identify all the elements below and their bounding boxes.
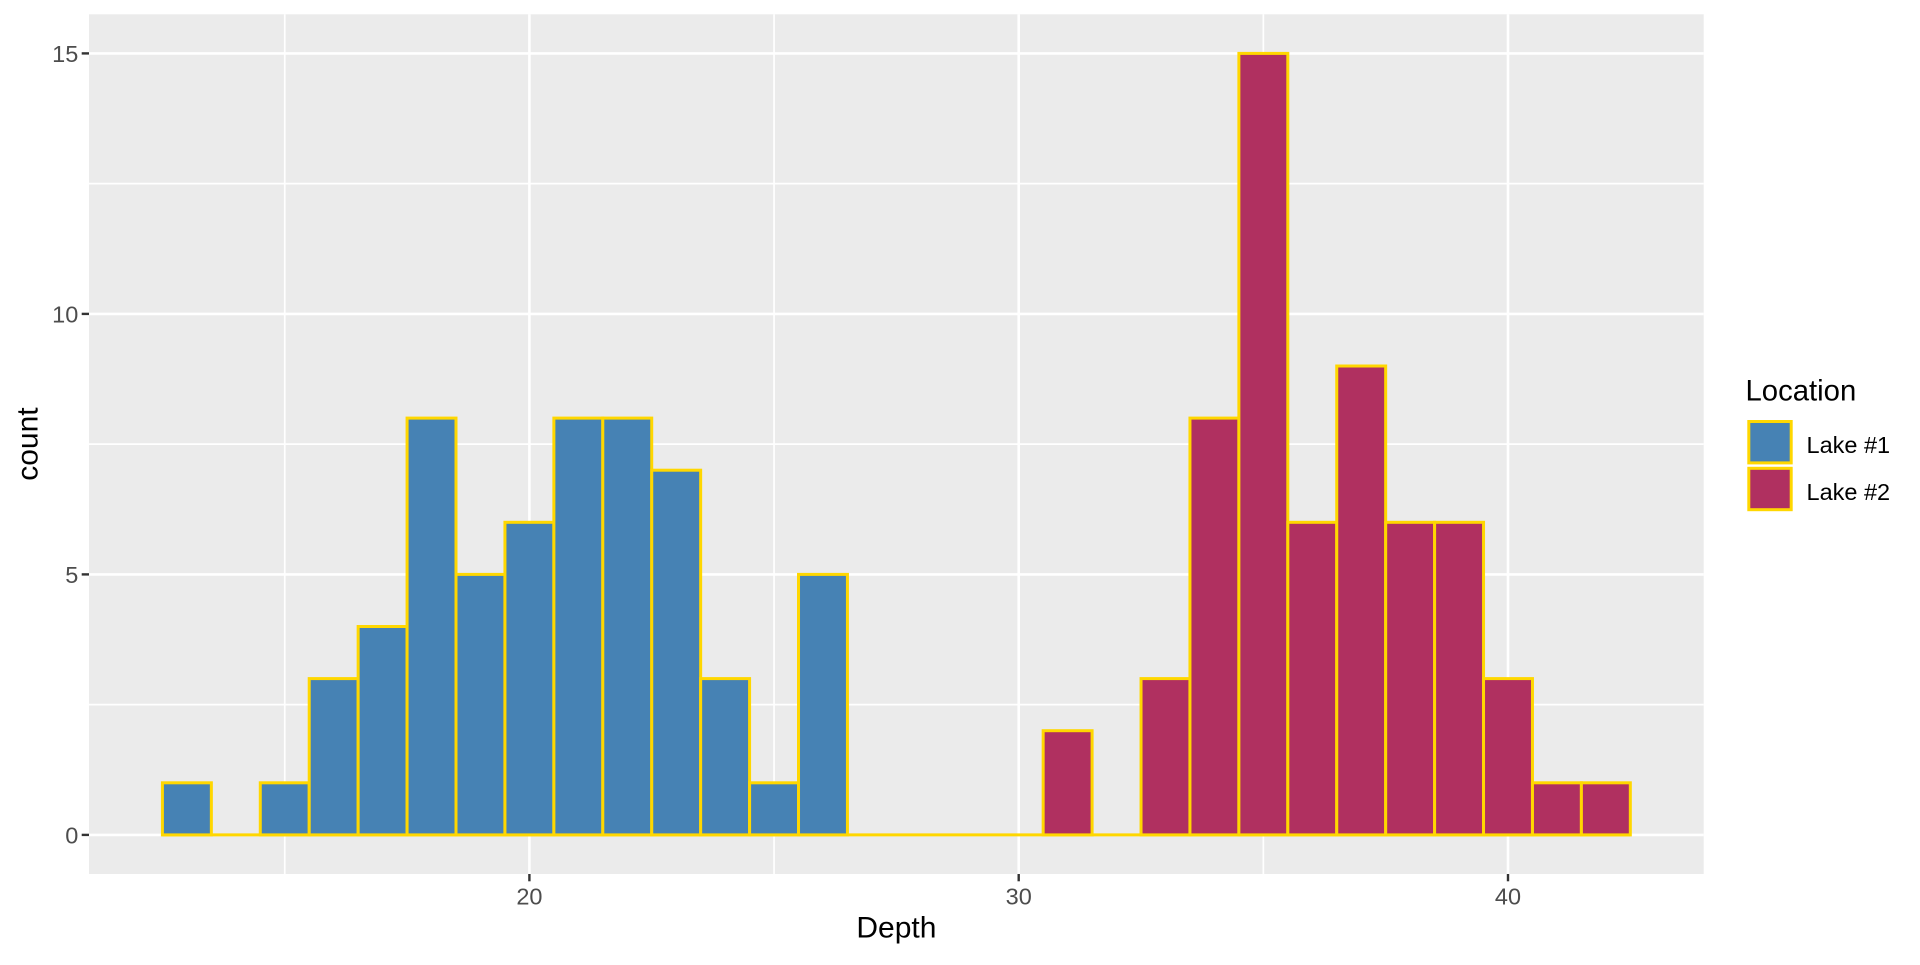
svg-text:20: 20: [516, 883, 542, 909]
svg-text:count: count: [12, 407, 45, 481]
svg-text:10: 10: [52, 301, 78, 327]
svg-text:40: 40: [1495, 883, 1521, 909]
svg-text:5: 5: [65, 562, 78, 588]
svg-text:Lake #2: Lake #2: [1807, 479, 1891, 505]
svg-text:Depth: Depth: [856, 912, 936, 945]
svg-text:0: 0: [65, 822, 78, 848]
svg-text:15: 15: [52, 41, 78, 67]
svg-text:Location: Location: [1746, 374, 1857, 407]
svg-text:30: 30: [1006, 883, 1032, 909]
svg-text:Lake #1: Lake #1: [1807, 432, 1891, 458]
